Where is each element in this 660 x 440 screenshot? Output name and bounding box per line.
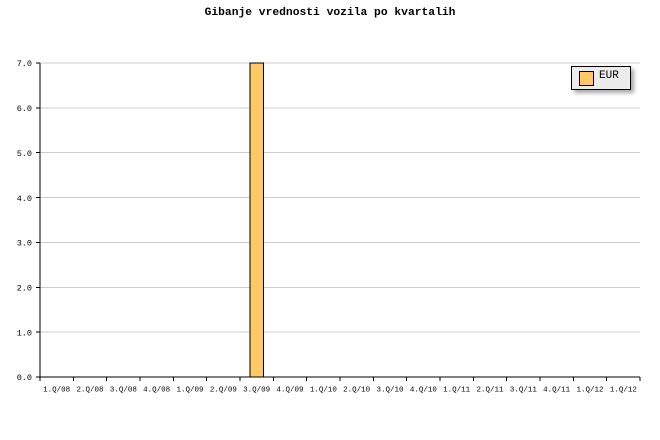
svg-text:2.0: 2.0 xyxy=(17,284,32,294)
svg-text:1.Q/11: 1.Q/11 xyxy=(443,387,471,395)
svg-text:1.0: 1.0 xyxy=(17,328,32,338)
svg-text:4.Q/10: 4.Q/10 xyxy=(410,387,438,395)
svg-text:4.0: 4.0 xyxy=(17,194,32,204)
svg-text:2.Q/08: 2.Q/08 xyxy=(76,387,103,395)
svg-text:2.Q/10: 2.Q/10 xyxy=(343,387,371,395)
svg-text:1.Q/12: 1.Q/12 xyxy=(576,387,603,395)
svg-text:3.Q/08: 3.Q/08 xyxy=(110,387,137,395)
svg-text:3.Q/10: 3.Q/10 xyxy=(376,387,404,395)
svg-text:7.0: 7.0 xyxy=(17,59,32,69)
svg-text:5.0: 5.0 xyxy=(17,149,32,159)
svg-text:3.0: 3.0 xyxy=(17,239,32,249)
svg-text:2.Q/11: 2.Q/11 xyxy=(476,387,504,395)
svg-text:1.Q/09: 1.Q/09 xyxy=(176,387,203,395)
svg-text:3.Q/09: 3.Q/09 xyxy=(243,387,270,395)
svg-text:4.Q/11: 4.Q/11 xyxy=(543,387,571,395)
svg-text:4.Q/08: 4.Q/08 xyxy=(143,387,170,395)
svg-text:1.Q/08: 1.Q/08 xyxy=(43,387,70,395)
svg-text:Gibanje vrednosti vozila po kv: Gibanje vrednosti vozila po kvartalih xyxy=(205,7,456,19)
svg-text:1.Q/12: 1.Q/12 xyxy=(610,387,637,395)
svg-text:0.0: 0.0 xyxy=(17,373,32,383)
svg-text:3.Q/11: 3.Q/11 xyxy=(510,387,538,395)
svg-text:4.Q/09: 4.Q/09 xyxy=(276,387,303,395)
svg-text:6.0: 6.0 xyxy=(17,104,32,114)
svg-text:1.Q/10: 1.Q/10 xyxy=(310,387,338,395)
svg-text:2.Q/09: 2.Q/09 xyxy=(210,387,237,395)
